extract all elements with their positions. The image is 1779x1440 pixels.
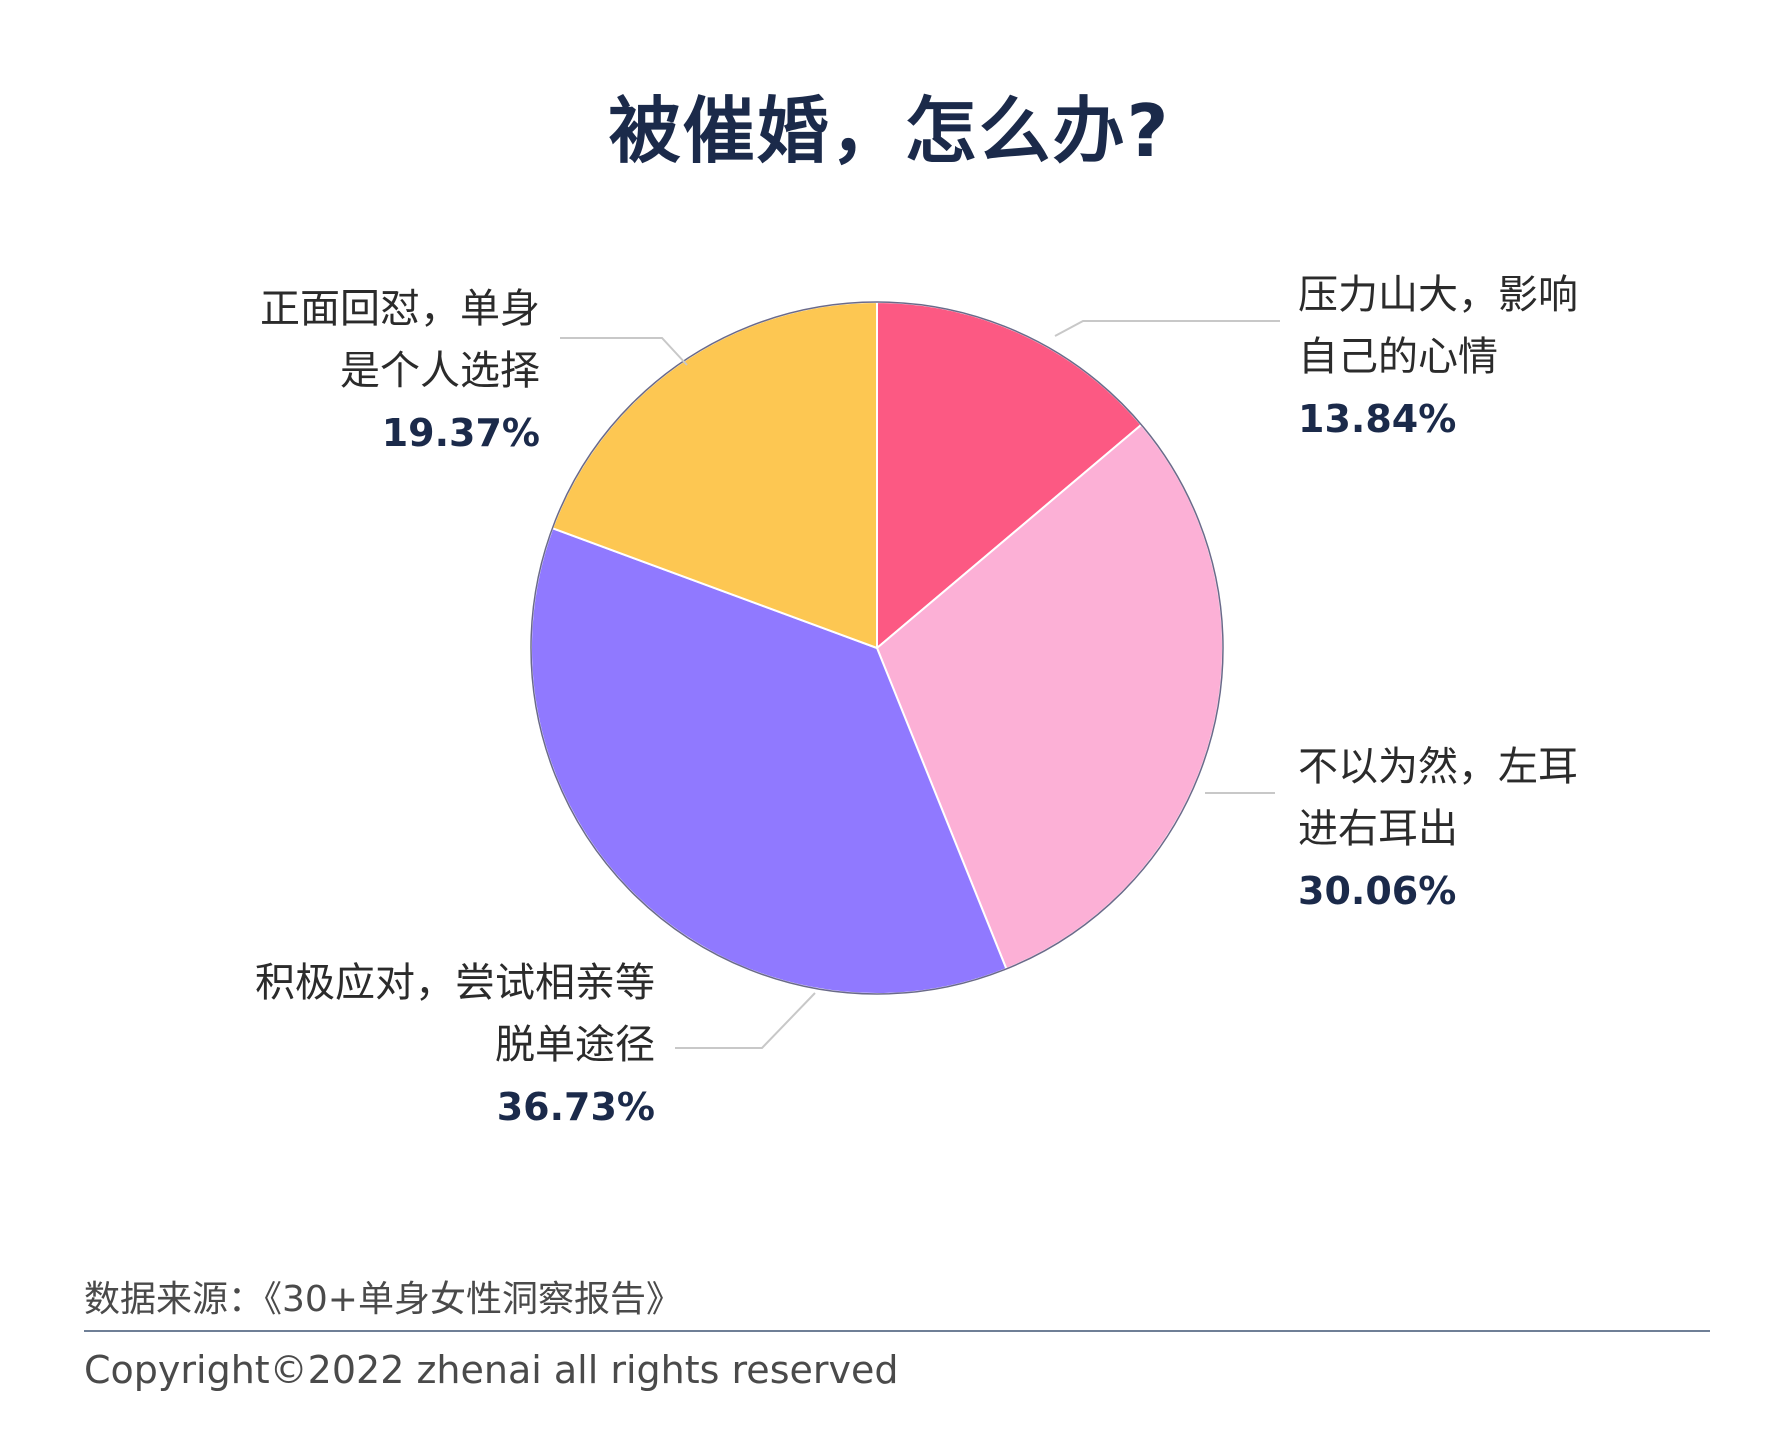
leader-lines (560, 320, 1280, 1049)
slice-label-3-line-1: 积极应对，尝试相亲等 (255, 960, 655, 1006)
chart-title: 被催婚，怎么办? (608, 89, 1171, 173)
slice-value-2: 30.06% (1298, 869, 1456, 913)
slice-label-3-line-2: 脱单途径 (495, 1022, 655, 1068)
pie-slices (529, 300, 1225, 995)
slice-value-3: 36.73% (497, 1085, 655, 1129)
leader-line-3 (675, 992, 816, 1049)
slice-value-1: 13.84% (1298, 397, 1456, 441)
slice-label-1-line-2: 自己的心情 (1298, 334, 1498, 380)
footer-divider (84, 1330, 1710, 1332)
slice-label-4-line-2: 是个人选择 (340, 348, 540, 394)
slice-label-1-line-1: 压力山大，影响 (1298, 272, 1578, 318)
leader-line-1 (1054, 320, 1280, 337)
slice-label-2-line-1: 不以为然，左耳 (1298, 744, 1578, 790)
slice-label-4-line-1: 正面回怼，单身 (260, 286, 540, 332)
leader-line-4 (560, 337, 688, 366)
copyright-text: Copyright©2022 zhenai all rights reserve… (84, 1348, 899, 1392)
data-source-note: 数据来源：《30+单身女性洞察报告》 (84, 1279, 682, 1320)
slice-value-4: 19.37% (382, 411, 540, 455)
slice-label-2-line-2: 进右耳出 (1298, 806, 1458, 852)
pie-outline (530, 301, 1224, 995)
